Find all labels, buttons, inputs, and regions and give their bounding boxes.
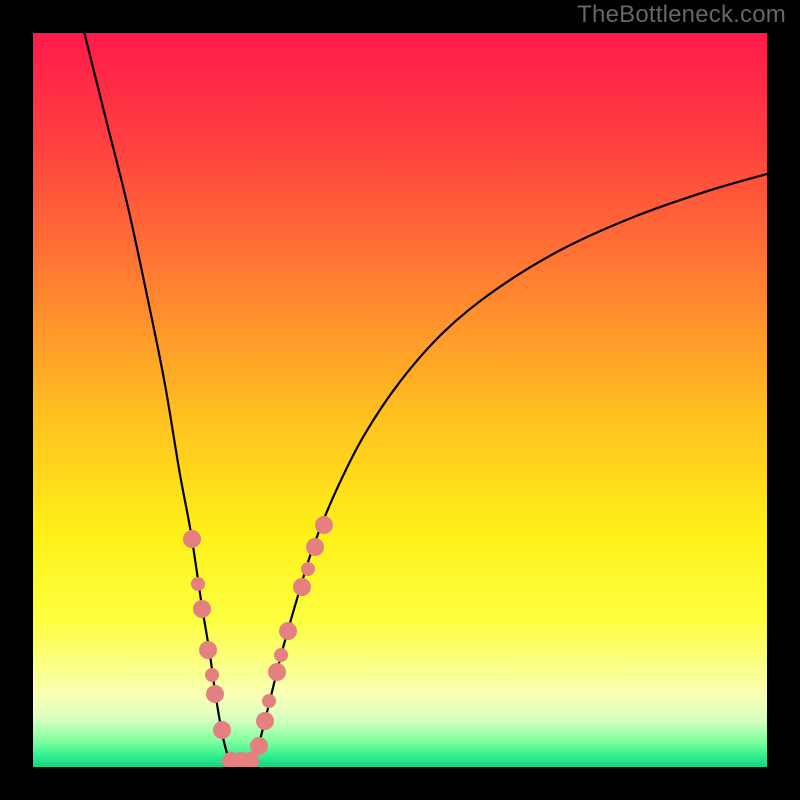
- data-marker: [250, 737, 268, 755]
- bottleneck-curve: [84, 33, 767, 764]
- data-marker: [199, 641, 217, 659]
- data-marker: [274, 648, 288, 662]
- data-marker: [256, 712, 274, 730]
- curve-layer: [33, 33, 767, 767]
- chart-frame: TheBottleneck.com: [0, 0, 800, 800]
- data-marker: [301, 562, 315, 576]
- plot-area: [33, 33, 767, 767]
- data-marker: [315, 516, 333, 534]
- data-marker: [213, 721, 231, 739]
- data-marker: [268, 663, 286, 681]
- data-marker: [306, 538, 324, 556]
- data-marker: [205, 668, 219, 682]
- data-marker: [183, 530, 201, 548]
- data-marker: [279, 622, 297, 640]
- watermark-text: TheBottleneck.com: [577, 1, 786, 29]
- data-marker: [262, 694, 276, 708]
- data-marker: [191, 577, 205, 591]
- data-marker: [193, 600, 211, 618]
- data-marker: [293, 578, 311, 596]
- data-marker: [206, 685, 224, 703]
